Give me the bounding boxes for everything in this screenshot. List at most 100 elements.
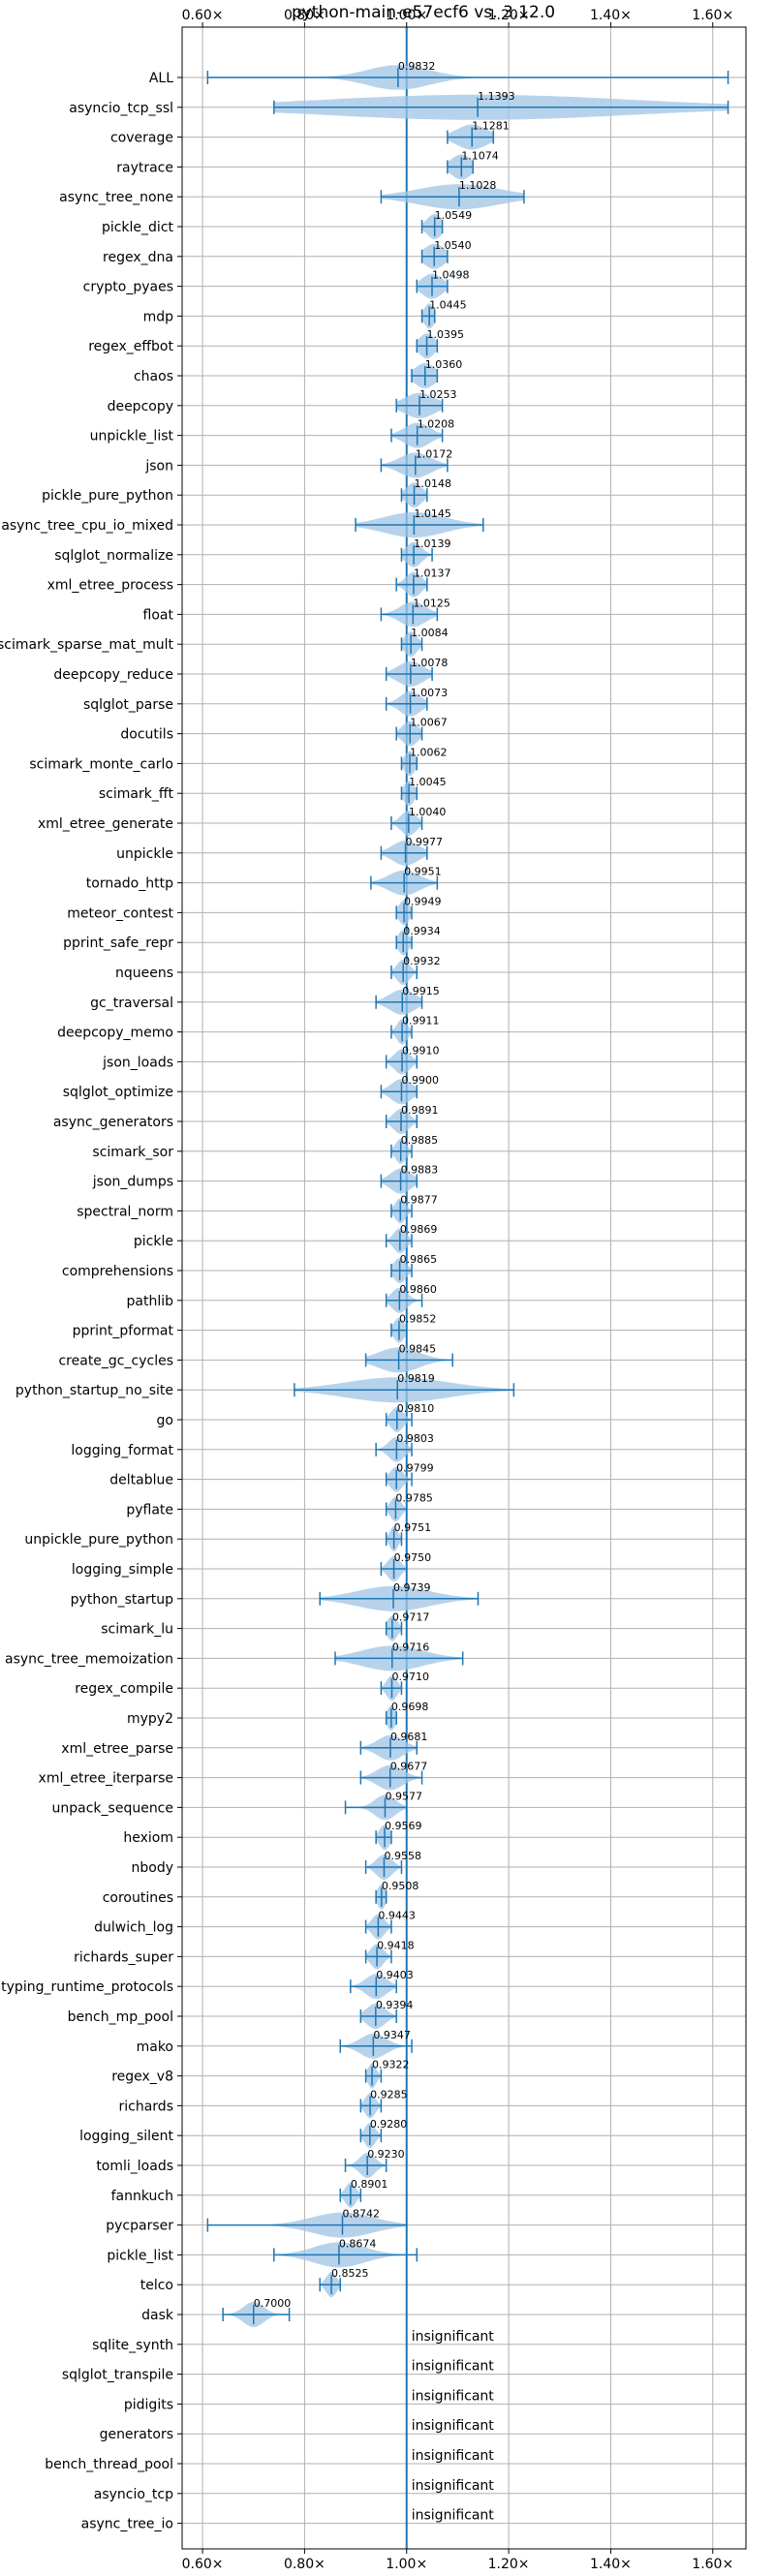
value-label: 1.0073 [411,687,449,699]
x-tick-label-bottom: 0.80× [284,2557,326,2572]
value-label: 0.9810 [397,1402,435,1415]
benchmark-label: sqlglot_transpile [62,2368,173,2383]
benchmark-label: pickle [134,1234,173,1249]
benchmark-label: unpickle_pure_python [24,1532,173,1548]
value-label: 1.0137 [414,567,451,580]
value-label: 1.0040 [409,806,447,818]
benchmark-label: async_tree_cpu_io_mixed [1,518,173,534]
benchmark-label: sqlglot_parse [83,697,173,713]
benchmark-label: regex_dna [103,250,173,265]
value-label: 1.0084 [411,627,449,639]
value-label: 0.9698 [391,1701,429,1713]
benchmark-label: logging_simple [72,1562,173,1578]
value-label: 1.0062 [410,746,448,758]
value-label: 0.9681 [390,1731,428,1743]
benchmark-label: pyflate [126,1502,173,1518]
benchmark-label: raytrace [116,160,173,175]
benchmark-label: comprehensions [62,1264,173,1279]
benchmark-label: dask [141,2308,174,2323]
value-label: 0.9394 [376,1999,414,2011]
value-label: 0.9852 [399,1313,437,1326]
insignificant-label: insignificant [412,2329,495,2345]
x-tick-label-bottom: 1.40× [590,2557,632,2572]
benchmark-label: async_tree_io [81,2517,173,2532]
value-label: 0.9751 [394,1521,432,1534]
benchmark-label: pidigits [124,2397,173,2412]
axes-layer: 0.60× 0.60× 0.80× 0.80× 1.00× 1.00× 1.20× 1.20×… [0,8,747,2572]
value-label: 0.9819 [397,1372,435,1385]
benchmark-label: asyncio_tcp_ssl [69,101,173,116]
benchmark-label: python_startup_no_site [16,1383,173,1398]
violin-layer: 0.9832 1.1393 1.1281 1.1074 1.1028 1.0549 1.05… [206,27,729,2549]
x-tick-label-bottom: 0.60× [182,2557,224,2572]
value-label: 0.9932 [403,955,441,967]
benchmark-label: telco [140,2278,173,2293]
value-label: 0.9865 [400,1253,438,1266]
value-label: 1.0498 [432,269,470,282]
value-label: 0.9803 [396,1432,434,1445]
value-label: 1.0148 [415,477,452,490]
benchmark-label: pprint_safe_repr [63,935,173,951]
benchmark-label: docutils [120,727,173,743]
value-label: 0.9949 [404,895,442,907]
value-label: 0.9569 [385,1820,422,1832]
value-label: 1.0045 [409,776,447,788]
value-label: 1.1281 [472,120,509,133]
benchmark-label: asyncio_tcp [94,2487,173,2502]
value-label: 1.0445 [429,298,467,311]
value-label: 1.0067 [410,717,448,729]
benchmark-label: float [143,607,174,623]
value-label: 0.9508 [382,1880,419,1892]
value-label: 0.9716 [392,1641,430,1653]
insignificant-label: insignificant [412,2359,495,2375]
insignificant-label: insignificant [412,2418,495,2434]
value-label: 1.0208 [418,418,455,431]
benchmark-label: regex_compile [75,1681,173,1697]
benchmark-label: richards_super [74,1949,173,1965]
benchmark-label: pickle_pure_python [42,488,173,504]
benchmark-label: scimark_lu [101,1622,173,1638]
benchmark-label: mypy2 [127,1711,173,1727]
benchmark-label: logging_format [71,1443,173,1458]
insignificant-label: insignificant [412,2448,495,2464]
benchmark-label: dulwich_log [94,1920,173,1936]
value-label: 0.9845 [399,1342,437,1355]
value-label: 0.9785 [395,1491,433,1504]
value-label: 0.9799 [396,1462,434,1475]
value-label: 0.9900 [401,1074,439,1087]
benchmark-label: async_tree_none [59,190,173,205]
benchmark-label: scimark_sparse_mat_mult [0,637,174,653]
value-label: 0.9934 [403,925,441,937]
value-label: 1.0125 [413,597,450,609]
insignificant-label: insignificant [412,2388,495,2404]
value-label: 0.9403 [376,1969,414,1981]
benchmark-label: pprint_pformat [73,1324,174,1339]
benchmark-label: richards [119,2099,174,2114]
benchmark-label: pathlib [127,1294,174,1309]
benchmark-label: scimark_fft [99,786,174,802]
value-label: 0.9883 [401,1164,439,1177]
benchmark-label: python_startup [71,1592,173,1608]
value-label: 1.0395 [427,328,465,341]
benchmark-label: deepcopy_memo [57,1026,173,1041]
benchmark-label: logging_silent [79,2129,173,2144]
value-label: 0.9891 [401,1104,439,1117]
value-label: 1.0540 [434,239,472,252]
benchmark-label: scimark_monte_carlo [29,756,173,772]
benchmark-label: scimark_sor [92,1145,173,1160]
x-tick-label-top: 1.40× [590,8,632,23]
value-label: 1.0078 [411,657,449,669]
value-label: 1.0360 [425,358,463,371]
benchmark-label: xml_etree_parse [61,1741,173,1757]
value-label: 1.0253 [419,388,457,401]
benchmark-label: async_generators [53,1115,173,1130]
benchmark-label: json_loads [102,1055,173,1070]
benchmark-label: xml_etree_generate [38,816,173,832]
value-label: 0.8525 [331,2267,369,2280]
benchmark-label: sqlglot_normalize [54,548,173,564]
benchmark-label: regex_effbot [88,339,173,354]
benchmark-label: create_gc_cycles [58,1353,173,1368]
value-label: 0.9911 [402,1015,440,1027]
value-label: 0.9443 [378,1910,416,1922]
benchmark-label: deepcopy [108,399,173,414]
